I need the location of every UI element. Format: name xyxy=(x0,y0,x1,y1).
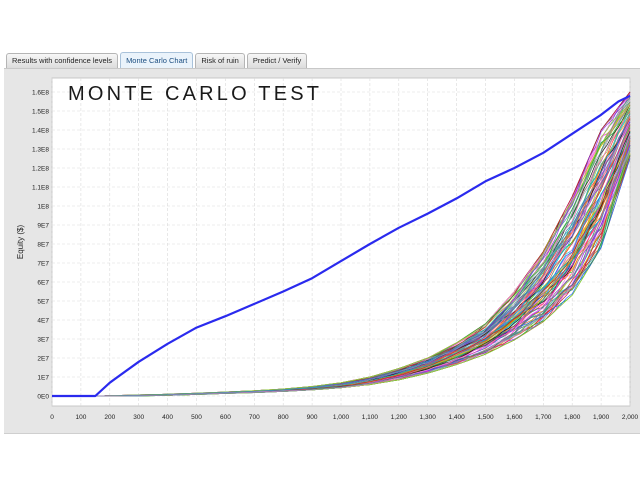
x-tick-label: 1,600 xyxy=(506,414,523,421)
y-tick-label: 1E7 xyxy=(37,375,49,382)
x-tick-label: 600 xyxy=(220,414,231,421)
y-tick-label: 6E7 xyxy=(37,280,49,287)
y-tick-label: 1.1E8 xyxy=(32,185,49,192)
y-tick-label: 5E7 xyxy=(37,299,49,306)
tab-bar: Results with confidence levels Monte Car… xyxy=(6,52,640,68)
y-tick-label: 1.5E8 xyxy=(32,109,49,116)
y-tick-label: 2E7 xyxy=(37,356,49,363)
chart-title: MONTE CARLO TEST xyxy=(68,83,322,105)
x-tick-label: 1,900 xyxy=(593,414,610,421)
y-axis-ticks: 0E0 1E7 2E7 3E7 4E7 5E7 6E7 7E7 8E7 9E7 1E8 1.1E8 1.… xyxy=(32,90,49,401)
x-tick-label: 300 xyxy=(133,414,144,421)
simulation-lines xyxy=(52,91,631,397)
x-tick-label: 100 xyxy=(75,414,86,421)
x-tick-label: 900 xyxy=(307,414,318,421)
y-tick-label: 1E8 xyxy=(37,204,49,211)
original-equity-line xyxy=(52,94,631,398)
y-tick-label: 1.4E8 xyxy=(32,128,49,135)
y-tick-label: 8E7 xyxy=(37,242,49,249)
x-tick-label: 700 xyxy=(249,414,260,421)
y-tick-label: 3E7 xyxy=(37,337,49,344)
y-tick-label: 1.6E8 xyxy=(32,90,49,97)
x-tick-label: 400 xyxy=(162,414,173,421)
y-tick-label: 9E7 xyxy=(37,223,49,230)
y-tick-label: 1.2E8 xyxy=(32,166,49,173)
x-tick-label: 1,000 xyxy=(333,414,350,421)
y-tick-label: 7E7 xyxy=(37,261,49,268)
tab-predict-verify[interactable]: Predict / Verify xyxy=(246,53,308,68)
x-tick-label: 200 xyxy=(104,414,115,421)
simulation-line xyxy=(52,114,631,397)
x-tick-label: 1,500 xyxy=(477,414,494,421)
y-tick-label: 1.3E8 xyxy=(32,147,49,154)
x-tick-label: 1,100 xyxy=(362,414,379,421)
x-tick-label: 800 xyxy=(278,414,289,421)
y-tick-label: 4E7 xyxy=(37,318,49,325)
tab-results-confidence-levels[interactable]: Results with confidence levels xyxy=(6,53,119,68)
tab-risk-of-ruin[interactable]: Risk of ruin xyxy=(195,53,245,68)
tab-monte-carlo-chart[interactable]: Monte Carlo Chart xyxy=(120,52,194,68)
x-tick-label: 1,200 xyxy=(391,414,408,421)
x-tick-label: 1,700 xyxy=(535,414,552,421)
simulation-line xyxy=(52,136,631,397)
plot-area xyxy=(51,77,631,407)
x-tick-label: 0 xyxy=(50,414,54,421)
original-series-line xyxy=(52,94,631,398)
x-tick-label: 2,000 xyxy=(622,414,639,421)
x-tick-label: 1,300 xyxy=(420,414,437,421)
x-tick-label: 500 xyxy=(191,414,202,421)
x-tick-label: 1,800 xyxy=(564,414,581,421)
y-tick-label: 0E0 xyxy=(37,394,49,401)
x-axis-ticks: 0 100 200 300 400 500 600 700 800 900 1,000 1,100 1,… xyxy=(50,414,638,421)
x-tick-label: 1,400 xyxy=(448,414,465,421)
y-axis-label: Equity ($) xyxy=(16,225,25,260)
